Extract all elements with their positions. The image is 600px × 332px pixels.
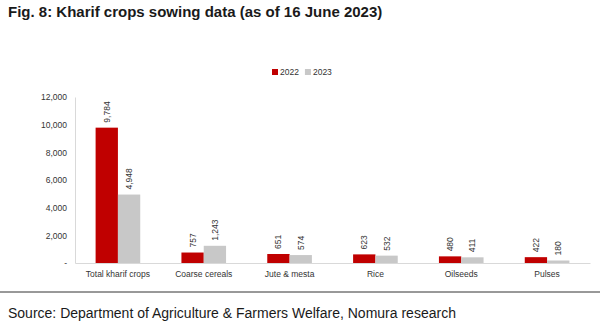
series: [96, 128, 547, 263]
y-tick: 4,000: [46, 203, 75, 213]
data-label: 422: [531, 238, 541, 252]
bars: [96, 128, 570, 263]
legend-item: 2023: [305, 67, 332, 77]
data-label: 180: [553, 241, 563, 255]
data-label: 532: [382, 236, 392, 250]
y-tick-label: 12,000: [41, 92, 67, 102]
y-tick-label: 8,000: [46, 148, 68, 158]
rule: [0, 292, 600, 293]
bar: [547, 261, 569, 263]
data-label: 411: [467, 238, 477, 252]
legend-swatch: [305, 69, 311, 75]
x-tick-label: Coarse cereals: [175, 269, 232, 279]
x-tick: Jute & mesta: [265, 263, 315, 279]
data-label: 9,784: [102, 101, 112, 123]
legend-item: 2022: [272, 67, 299, 77]
x-axis-line: [76, 263, 591, 264]
legend-swatch: [272, 69, 278, 75]
x-tick: Total kharif crops: [86, 263, 150, 279]
source: Source: Department of Agriculture & Farm…: [8, 305, 456, 321]
bar: [461, 257, 483, 263]
legend: 2022 2023: [272, 67, 332, 77]
y-tick-label: 2,000: [46, 231, 68, 241]
bar: [439, 256, 461, 263]
y-tick: 2,000: [46, 231, 75, 241]
y-tick: 8,000: [46, 148, 75, 158]
x-tick-label: Oilseeds: [445, 269, 478, 279]
bar: [290, 255, 312, 263]
x-tick: Pulses: [534, 263, 560, 279]
bar: [353, 254, 375, 263]
y-axis: - 2,000 4,000 6,000 8,000 10,000 12,000: [41, 92, 76, 268]
x-axis: Total kharif crops Coarse cereals Jute & m…: [76, 263, 591, 279]
bar: [204, 246, 226, 263]
title: Fig. 8: Kharif crops sowing data (as of …: [8, 3, 382, 20]
x-tick-label: Jute & mesta: [265, 269, 315, 279]
bar: [525, 257, 547, 263]
x-tick: Coarse cereals: [175, 263, 232, 279]
y-tick-label: 4,000: [46, 203, 68, 213]
plot: - 2,000 4,000 6,000 8,000 10,000 12,000 Total k…: [41, 92, 591, 279]
data-label: 4,948: [124, 168, 134, 190]
bar: [267, 254, 289, 263]
y-axis-line: [75, 98, 76, 264]
data-labels: 9,784 757 651 623 480 422 4,948 1,243 574 532 411 1…: [102, 101, 563, 255]
x-tick-label: Total kharif crops: [86, 269, 150, 279]
bar: [96, 128, 118, 263]
data-label: 757: [188, 233, 198, 247]
y-tick-label: -: [64, 258, 67, 268]
legend-label: 2022: [280, 67, 299, 77]
y-tick-label: 10,000: [41, 120, 67, 130]
legend-label: 2023: [313, 67, 332, 77]
data-label: 574: [296, 236, 306, 250]
x-tick: Oilseeds: [445, 263, 478, 279]
data-label: 623: [359, 235, 369, 249]
data-label: 1,243: [210, 219, 220, 241]
x-tick: Rice: [367, 263, 384, 279]
y-tick: 12,000: [41, 92, 75, 102]
y-tick: 10,000: [41, 120, 75, 130]
y-tick-label: 6,000: [46, 175, 68, 185]
data-label: 651: [273, 235, 283, 249]
bar: [118, 195, 140, 263]
y-tick: 6,000: [46, 175, 75, 185]
bar: [181, 253, 203, 263]
x-tick-label: Pulses: [534, 269, 560, 279]
bar: [375, 256, 397, 263]
data-label: 480: [445, 237, 455, 251]
y-tick: -: [64, 258, 75, 268]
series: [118, 195, 569, 263]
x-tick-label: Rice: [367, 269, 384, 279]
